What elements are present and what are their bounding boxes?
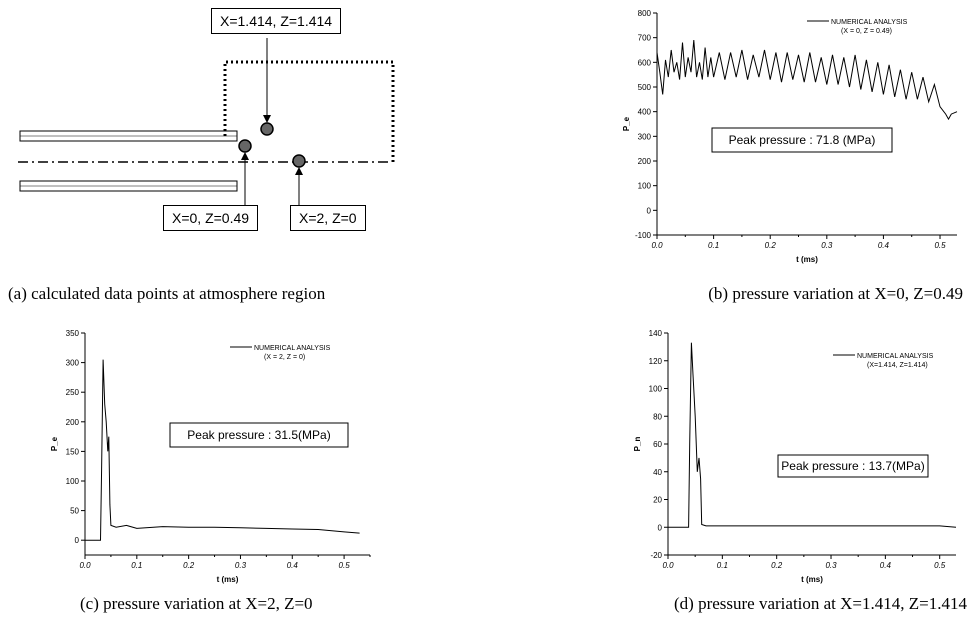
x-tick-label: 0.3 [235, 561, 247, 570]
legend-label: NUMERICAL ANALYSIS [254, 345, 331, 352]
y-tick-label: 60 [653, 440, 662, 449]
chart-d-group: -20 0 20 40 60 80 100 120 140 0.0 0.1 0.2 0.3 0.4 0.5 t… [633, 329, 957, 584]
x-tick-label: 0.5 [339, 561, 351, 570]
diagram-panel: X=1.414, Z=1.414 X=0, Z=0.49 X=2, Z=0 [0, 0, 440, 300]
chart-c: 0 50 100 150 200 250 300 350 0.0 0.1 0.2 0.3 0.4 0.5 t… [50, 329, 371, 584]
caption-c: (c) pressure variation at X=2, Z=0 [80, 594, 313, 613]
y-tick-label: 80 [653, 412, 662, 421]
x-tick-label: 0.2 [183, 561, 195, 570]
legend-sublabel: (X = 2, Z = 0) [264, 354, 305, 361]
peak-pressure-label: Peak pressure : 13.7(MPa) [781, 459, 924, 473]
legend-sublabel: (X=1.414, Z=1.414) [867, 362, 928, 369]
peak-pressure-box [777, 454, 929, 478]
series-line [656, 40, 958, 121]
caption-a: (a) calculated data points at atmosphere… [8, 284, 326, 303]
y-axis-label: P_n [633, 437, 642, 452]
y-tick-label: 100 [66, 477, 80, 486]
y-tick-label: 0 [647, 206, 652, 215]
y-tick-label: 150 [66, 447, 80, 456]
x-tick-label: 0.5 [934, 241, 946, 250]
x-tick-label: 0.0 [651, 241, 663, 250]
boundary-dotted [223, 60, 395, 163]
y-axis-label: P_e [50, 436, 59, 451]
chart-b-panel: -100 0 100 200 300 400 500 600 700 800 0.0 0.1 0.2 0.… [605, 5, 970, 280]
x-tick-label: 0.2 [765, 241, 777, 250]
label-right-point: X=2, Z=0 [290, 205, 366, 231]
x-tick-label: 0.2 [771, 561, 783, 570]
x-tick-label: 0.4 [878, 241, 890, 250]
y-tick-label: 200 [638, 157, 652, 166]
y-tick-label: 800 [638, 9, 652, 18]
y-tick-label: 250 [66, 388, 80, 397]
y-tick-label: 100 [649, 385, 663, 394]
chart-d: -20 0 20 40 60 80 100 120 140 0.0 0.1 0.2 0.3 0.4 0.5 t… [633, 329, 957, 584]
atmosphere-diagram [18, 38, 395, 205]
chart-c-panel: 0 50 100 150 200 250 300 350 0.0 0.1 0.2 0.3 0.4 0.5 t… [30, 325, 380, 595]
y-tick-label: 20 [653, 496, 662, 505]
peak-pressure-label: Peak pressure : 71.8 (MPa) [729, 133, 876, 147]
x-tick-label: 0.0 [662, 561, 674, 570]
y-tick-label: 300 [66, 359, 80, 368]
y-tick-label: 200 [66, 418, 80, 427]
x-tick-label: 0.3 [821, 241, 833, 250]
x-tick-label: 0.1 [717, 561, 728, 570]
legend-label: NUMERICAL ANALYSIS [857, 353, 934, 360]
chart-c-group: 0 50 100 150 200 250 300 350 0.0 0.1 0.2 0.3 0.4 0.5 t… [50, 329, 371, 584]
data-point-right [292, 154, 306, 168]
x-tick-label: 0.0 [79, 561, 91, 570]
x-axis-label: t (ms) [217, 575, 239, 584]
arrow-right-head [295, 167, 303, 175]
y-tick-label: 0 [658, 523, 663, 532]
data-point-top [260, 122, 274, 136]
label-left-point: X=0, Z=0.49 [163, 205, 259, 231]
peak-pressure-label: Peak pressure : 31.5(MPa) [187, 428, 330, 442]
y-tick-label: 600 [638, 58, 652, 67]
y-tick-label: 500 [638, 83, 652, 92]
x-axis-label: t (ms) [801, 575, 823, 584]
peak-pressure-box [169, 422, 349, 448]
peak-pressure-box [711, 127, 893, 153]
x-tick-label: 0.3 [825, 561, 837, 570]
caption-d: (d) pressure variation at X=1.414, Z=1.4… [674, 594, 967, 613]
y-tick-label: 40 [653, 468, 662, 477]
y-axis-label: P_e [622, 116, 631, 131]
chart-b: -100 0 100 200 300 400 500 600 700 800 0.0 0.1 0.2 0.… [622, 9, 958, 264]
y-tick-label: 140 [649, 329, 663, 338]
y-tick-label: 0 [75, 536, 80, 545]
chart-b-group: -100 0 100 200 300 400 500 600 700 800 0.0 0.1 0.2 0.… [622, 9, 958, 264]
arrow-top-head [263, 115, 271, 123]
x-tick-label: 0.4 [287, 561, 299, 570]
label-top-point: X=1.414, Z=1.414 [211, 8, 342, 34]
x-tick-label: 0.1 [708, 241, 719, 250]
y-tick-label: -20 [650, 551, 662, 560]
x-axis-label: t (ms) [796, 255, 818, 264]
series-line [668, 342, 957, 528]
legend-label: NUMERICAL ANALYSIS [831, 19, 908, 26]
arrow-left-head [241, 152, 249, 160]
y-tick-label: 100 [638, 182, 652, 191]
caption-b: (b) pressure variation at X=0, Z=0.49 [708, 284, 963, 303]
y-tick-label: 350 [66, 329, 80, 338]
x-tick-label: 0.5 [934, 561, 946, 570]
y-tick-label: 400 [638, 108, 652, 117]
x-tick-label: 0.1 [131, 561, 142, 570]
y-tick-label: -100 [635, 231, 652, 240]
y-tick-label: 120 [649, 357, 663, 366]
y-tick-label: 700 [638, 34, 652, 43]
series-line [85, 359, 360, 541]
y-tick-label: 300 [638, 132, 652, 141]
legend-sublabel: (X = 0, Z = 0.49) [841, 28, 892, 35]
x-tick-label: 0.4 [880, 561, 892, 570]
chart-d-panel: -20 0 20 40 60 80 100 120 140 0.0 0.1 0.2 0.3 0.4 0.5 t… [610, 325, 970, 595]
data-point-left [238, 139, 252, 153]
y-tick-label: 50 [70, 507, 79, 516]
